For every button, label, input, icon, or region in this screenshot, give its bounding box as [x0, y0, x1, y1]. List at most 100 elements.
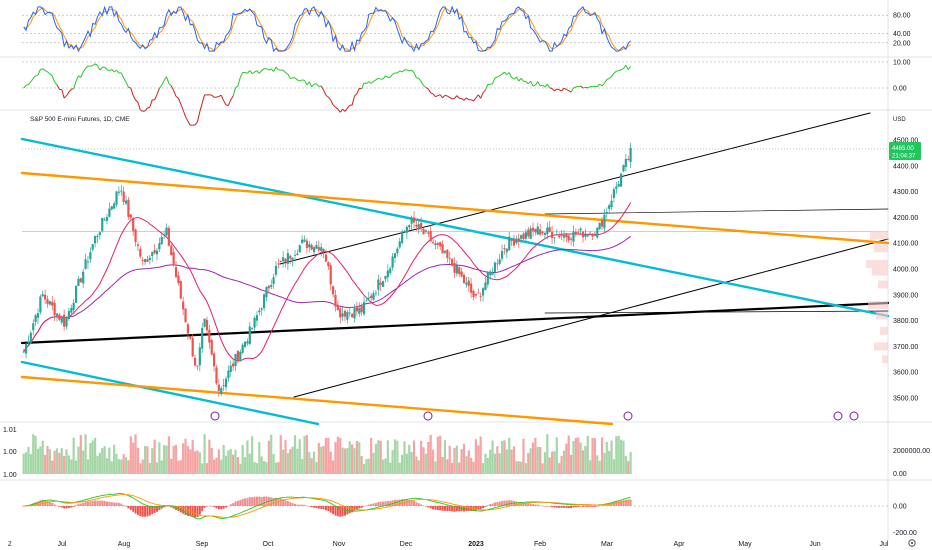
momentum-segment — [40, 68, 43, 70]
moving-average-200 — [23, 235, 631, 352]
price-tick-label: 3600.00 — [893, 370, 918, 377]
macd-histogram-bar — [279, 498, 282, 506]
momentum-segment — [497, 75, 500, 78]
candle-body — [308, 244, 311, 248]
price-tick-label: 3900.00 — [893, 292, 918, 299]
macd-histogram-bar — [132, 506, 135, 512]
volume-bar — [603, 452, 606, 474]
volume-bar — [403, 441, 406, 474]
momentum-segment — [608, 76, 612, 79]
macd-histogram-bar — [77, 503, 80, 506]
momentum-segment — [268, 68, 272, 71]
macd-histogram-bar — [548, 506, 551, 507]
currency-label: USD — [893, 117, 906, 123]
momentum-segment — [344, 107, 348, 112]
momentum-segment — [168, 83, 172, 87]
momentum-segment — [339, 108, 344, 113]
momentum-segment — [373, 79, 377, 82]
candle-body — [596, 227, 599, 238]
volume-axis-label: 2000000.00 — [893, 448, 930, 455]
candle-body — [608, 205, 611, 209]
momentum-segment — [80, 71, 84, 78]
volume-bar — [55, 448, 59, 474]
macd-histogram-bar — [160, 506, 163, 509]
candle-body — [348, 312, 351, 314]
candle-body — [291, 257, 294, 262]
momentum-segment — [401, 69, 405, 73]
momentum-segment — [54, 81, 58, 86]
volume-bar — [470, 457, 473, 474]
volume-bar — [581, 450, 585, 474]
macd-histogram-bar — [558, 506, 561, 508]
volume-bar — [355, 440, 358, 474]
macd-histogram-bar — [551, 506, 554, 508]
macd-histogram-bar — [322, 506, 325, 510]
candle-body — [277, 263, 280, 265]
macd-histogram-bar — [260, 496, 263, 506]
candle-body — [310, 245, 313, 250]
volume-bar — [215, 457, 218, 474]
macd-histogram-bar — [432, 506, 435, 510]
macd-histogram-bar — [196, 506, 199, 518]
momentum-segment — [618, 69, 622, 72]
candle-body — [408, 225, 411, 228]
volume-bar — [555, 437, 558, 474]
gear-icon[interactable] — [908, 539, 916, 547]
volume-bar — [455, 445, 458, 474]
macd-histogram-bar — [567, 506, 570, 509]
macd-histogram-bar — [308, 506, 311, 507]
momentum-segment — [318, 85, 322, 87]
macd-histogram-bar — [329, 506, 332, 513]
volume-bar — [120, 459, 123, 474]
macd-histogram-bar — [586, 506, 589, 507]
candle-body — [517, 238, 520, 242]
candle-body — [420, 222, 423, 230]
candle-body — [155, 250, 159, 255]
macd-histogram-bar — [210, 506, 213, 507]
volume-bar — [115, 453, 118, 474]
macd-histogram-bar — [446, 506, 449, 512]
macd-histogram-bar — [225, 506, 227, 508]
volume-bar — [186, 446, 190, 474]
candle-body — [174, 267, 178, 277]
volume-bar — [427, 441, 430, 474]
volume-profile-bar — [876, 311, 888, 320]
momentum-segment — [420, 81, 424, 86]
macd-histogram-bar — [315, 506, 318, 509]
volume-bar — [448, 445, 451, 474]
zoom-button[interactable]: Z — [8, 542, 12, 548]
volume-bar — [379, 440, 382, 474]
candle-body — [381, 281, 385, 287]
candle-body — [51, 301, 54, 306]
volume-bar — [210, 447, 213, 474]
macd-histogram-bar — [622, 500, 625, 506]
momentum-segment — [261, 68, 265, 71]
candle-body — [401, 231, 404, 244]
macd-histogram-bar — [405, 499, 408, 506]
candle-body — [619, 173, 623, 187]
resistance-line — [544, 208, 889, 215]
volume-bar — [477, 445, 480, 474]
candle-body — [627, 158, 630, 160]
volume-bar — [317, 443, 320, 474]
momentum-segment — [561, 87, 565, 92]
momentum-segment — [330, 100, 334, 106]
candle-body — [355, 306, 358, 312]
time-axis-label: Dec — [400, 541, 413, 548]
candle-body — [377, 279, 380, 290]
candle-body — [453, 263, 456, 273]
macd-histogram-bar — [546, 506, 549, 507]
volume-bar — [143, 445, 147, 474]
candle-body — [282, 257, 285, 262]
candle-body — [493, 262, 497, 272]
price-tick-label: 4100.00 — [893, 241, 918, 248]
momentum-segment — [327, 96, 332, 101]
candle-body — [591, 233, 594, 237]
macd-histogram-bar — [134, 506, 137, 514]
macd-histogram-bar — [144, 506, 147, 517]
macd-histogram-bar — [146, 506, 149, 517]
momentum-segment — [409, 69, 412, 72]
macd-histogram-bar — [574, 506, 577, 508]
volume-bar — [548, 457, 551, 474]
